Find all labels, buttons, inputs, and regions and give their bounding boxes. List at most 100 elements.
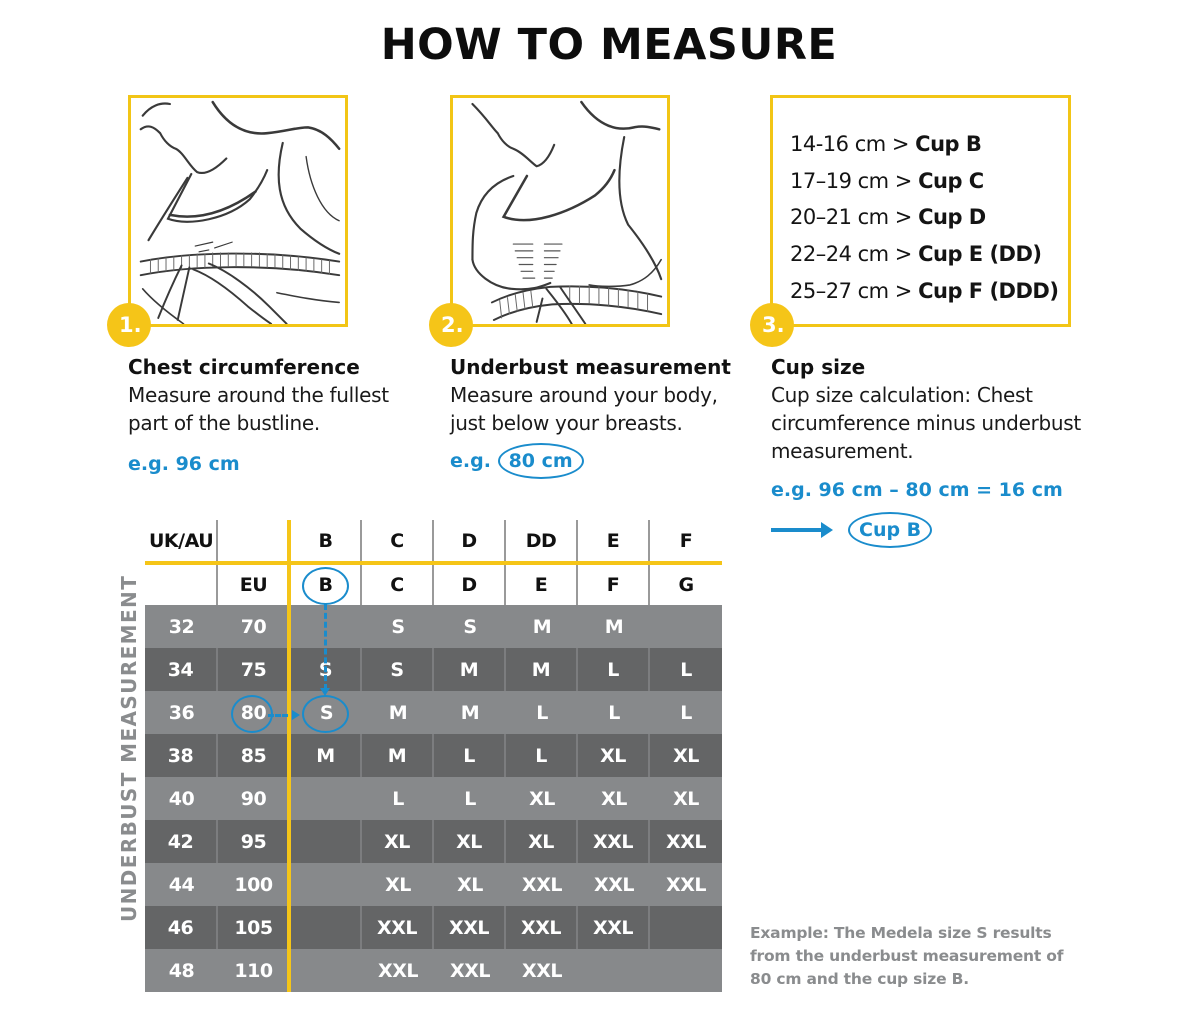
size-cell — [650, 906, 722, 949]
size-cell: S — [463, 615, 477, 638]
table-row: 44 100 XL XL XXL XXL XXL — [145, 863, 722, 906]
size-cell: XXL — [578, 820, 650, 863]
table-row: 32 70 S S M M — [145, 605, 722, 648]
size-cell: XXL — [362, 906, 434, 949]
size-cell: XXL — [378, 959, 418, 982]
example-value-circled: 80 cm — [497, 443, 584, 479]
size-cell — [650, 949, 722, 992]
header-row-uk: UK/AU B C D DD E F — [145, 520, 722, 561]
size-cell: L — [506, 734, 578, 777]
size-cell: L — [680, 701, 692, 724]
uk-band: 44 — [168, 873, 195, 896]
size-cell: L — [392, 787, 404, 810]
underbust-axis-label: UNDERBUST MEASUREMENT — [117, 574, 141, 922]
size-cell — [650, 605, 722, 648]
table-row: 40 90 L L XL XL XL — [145, 777, 722, 820]
cup-range: 17–19 cm > — [790, 168, 912, 193]
eu-band: 100 — [234, 873, 273, 896]
header-empty — [145, 565, 218, 605]
header-label-uk: UK/AU — [145, 520, 218, 561]
size-cell: XL — [434, 820, 506, 863]
step-heading: Chest circumference — [128, 355, 360, 379]
size-cell: XXL — [434, 906, 506, 949]
size-cell: XL — [578, 734, 650, 777]
header-cup: C — [362, 565, 434, 605]
size-cell: XL — [506, 820, 578, 863]
highlight-circle-cup-b — [302, 567, 349, 605]
header-cup: D — [434, 520, 506, 561]
step-example: e.g. 96 cm — [128, 449, 468, 479]
step-example: e.g. 80 cm — [450, 443, 790, 479]
size-cell: XL — [673, 744, 699, 767]
cup-label: Cup D — [918, 205, 986, 230]
cup-range-row: 22–24 cm > Cup E (DD) — [790, 236, 1068, 273]
size-cell: L — [434, 734, 506, 777]
size-cell: XL — [385, 873, 411, 896]
eu-band: 75 — [240, 658, 267, 681]
size-cell: L — [608, 701, 620, 724]
size-cell: L — [536, 701, 548, 724]
header-cup: F — [578, 565, 650, 605]
header-divider-line — [145, 561, 722, 565]
size-cell: XXL — [450, 959, 490, 982]
uk-band: 32 — [168, 615, 195, 638]
size-cell: XXL — [666, 830, 706, 853]
header-cup: E — [506, 565, 578, 605]
eu-band: 90 — [240, 787, 267, 810]
cup-range-row: 17–19 cm > Cup C — [790, 163, 1068, 200]
cup-label: Cup C — [918, 168, 984, 193]
arrow-down-icon — [320, 688, 330, 696]
step-heading: Underbust measurement — [450, 355, 731, 379]
eu-band: 70 — [240, 615, 267, 638]
example-note: Example: The Medela size S results from … — [750, 924, 1064, 988]
eu-band: 105 — [234, 916, 273, 939]
uk-band: 46 — [145, 906, 218, 949]
header-cup: B — [291, 520, 362, 561]
size-cell: M — [604, 615, 624, 638]
uk-band: 34 — [145, 648, 218, 691]
step-example: e.g. 96 cm – 80 cm = 16 cm — [771, 479, 1063, 501]
result-arrow: Cup B — [771, 512, 933, 548]
cup-range-row: 25–27 cm > Cup F (DDD) — [790, 273, 1068, 310]
size-cell: L — [680, 658, 692, 681]
header-cup: G — [650, 565, 722, 605]
cup-range: 20–21 cm > — [790, 205, 912, 230]
uk-band: 38 — [145, 734, 218, 777]
step-number-badge: 1. — [107, 303, 151, 347]
size-cell: XL — [529, 787, 555, 810]
chest-measuring-tape-illustration — [128, 95, 348, 327]
cup-result-circled: Cup B — [848, 512, 933, 548]
cup-label: Cup B — [915, 132, 982, 156]
cup-size-ranges-box: 14-16 cm > Cup B 17–19 cm > Cup C 20–21 … — [770, 95, 1071, 327]
size-cell: M — [291, 734, 362, 777]
arrow-head-icon — [821, 522, 833, 538]
size-cell: XL — [601, 787, 627, 810]
example-prefix: e.g. — [450, 450, 491, 472]
cup-range: 22–24 cm > — [790, 242, 912, 267]
cup-range-row: 20–21 cm > Cup D — [790, 199, 1068, 236]
underbust-measuring-tape-illustration — [450, 95, 670, 327]
eu-band: 95 — [240, 830, 267, 853]
size-cell: XXL — [594, 873, 634, 896]
size-cell — [291, 820, 362, 863]
step-number-badge: 3. — [750, 303, 794, 347]
size-cell: XL — [457, 873, 483, 896]
size-cell: XXL — [666, 873, 706, 896]
example-value: 96 cm — [175, 453, 240, 475]
arrow-right-icon — [292, 710, 300, 720]
cup-label: Cup F (DDD) — [918, 278, 1059, 303]
eu-band: 85 — [240, 744, 267, 767]
step-number-badge: 2. — [429, 303, 473, 347]
step-description: Cup size calculation: Chest circumferenc… — [771, 383, 1081, 463]
band-divider-line — [287, 520, 291, 992]
header-cup: E — [578, 520, 650, 561]
cup-range: 14-16 cm > — [790, 132, 909, 156]
highlight-circle-size-s — [302, 695, 349, 733]
step-description: Measure around the fullest part of the b… — [128, 383, 389, 435]
size-cell: XL — [362, 820, 434, 863]
uk-band: 42 — [145, 820, 218, 863]
size-cell: L — [464, 787, 476, 810]
size-cell: M — [434, 648, 506, 691]
eu-band: 110 — [234, 959, 273, 982]
page-title: HOW TO MEASURE — [380, 20, 838, 70]
